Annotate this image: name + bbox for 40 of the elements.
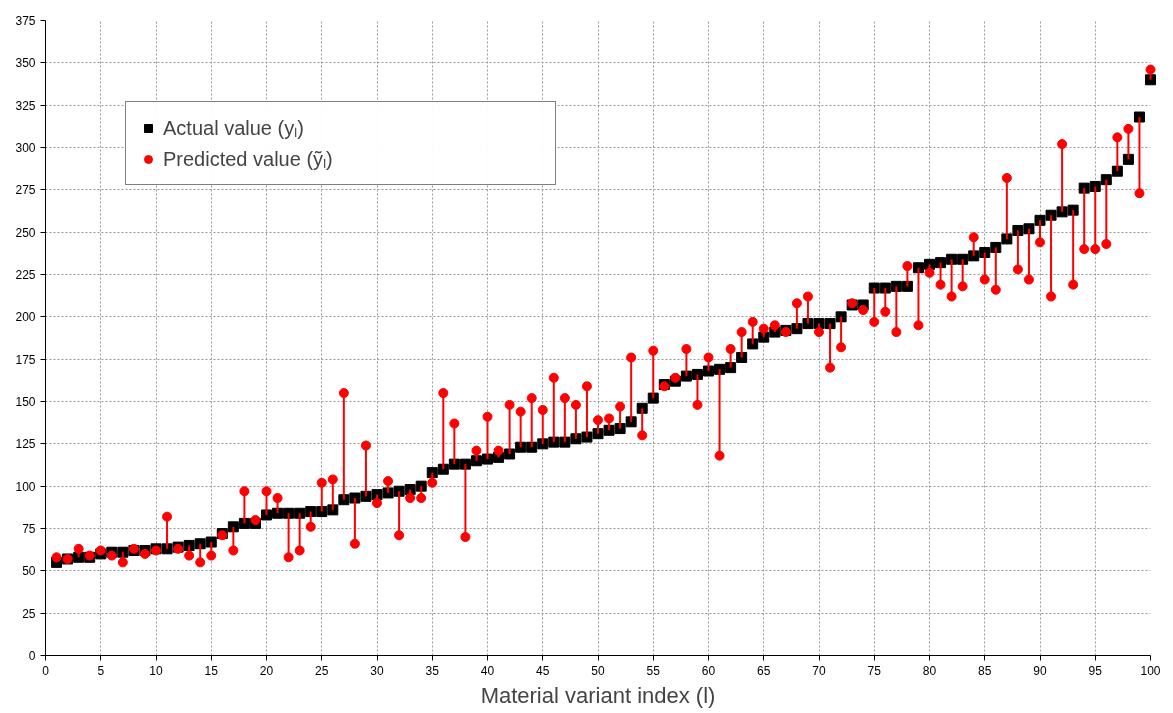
- legend-label: Actual value (yₗ): [163, 116, 305, 141]
- x-axis-title: Material variant index (l): [480, 682, 716, 708]
- y-tick-label: 125: [15, 437, 36, 452]
- y-tick-label: 300: [15, 141, 36, 155]
- y-tick-label: 200: [15, 310, 36, 325]
- y-tick-label: 75: [22, 522, 36, 536]
- y-tick-label: 225: [15, 268, 36, 282]
- x-tick-label: 5: [97, 663, 105, 678]
- x-tick-label: 45: [536, 663, 550, 678]
- x-tick-label: 25: [315, 663, 329, 678]
- y-tick-label: 50: [22, 564, 36, 579]
- x-tick-label: 20: [259, 663, 274, 678]
- x-tick-label: 40: [480, 663, 495, 678]
- y-tick-label: 175: [15, 352, 36, 367]
- x-tick-label: 50: [591, 663, 605, 678]
- x-tick-label: 60: [701, 663, 716, 678]
- x-tick-label: 85: [978, 663, 992, 678]
- x-tick-label: 30: [370, 663, 384, 678]
- x-tick-label: 75: [867, 663, 882, 678]
- y-tick-label: 325: [15, 98, 36, 113]
- y-tick-label: 275: [15, 183, 36, 198]
- x-tick-label: 95: [1088, 663, 1103, 678]
- x-tick-label: 80: [922, 663, 937, 678]
- legend-label: Predicted value (ỹₗ): [163, 147, 334, 172]
- y-tick-label: 375: [15, 14, 36, 28]
- x-tick-label: 100: [1140, 663, 1161, 678]
- x-tick-label: 15: [204, 663, 219, 678]
- y-tick-label: 25: [22, 606, 36, 621]
- x-tick-label: 55: [646, 663, 661, 678]
- x-tick-label: 35: [425, 663, 440, 678]
- y-tick-label: 250: [15, 225, 36, 240]
- x-tick-label: 10: [149, 663, 163, 678]
- x-tick-label: 70: [812, 663, 826, 678]
- y-tick-label: 350: [15, 56, 36, 71]
- x-tick-label: 65: [757, 663, 771, 678]
- x-tick-label: 0: [42, 663, 50, 678]
- x-tick-label: 90: [1033, 663, 1047, 678]
- y-tick-label: 100: [15, 479, 36, 494]
- y-tick-label: 150: [15, 395, 36, 409]
- y-tick-label: 0: [28, 649, 36, 663]
